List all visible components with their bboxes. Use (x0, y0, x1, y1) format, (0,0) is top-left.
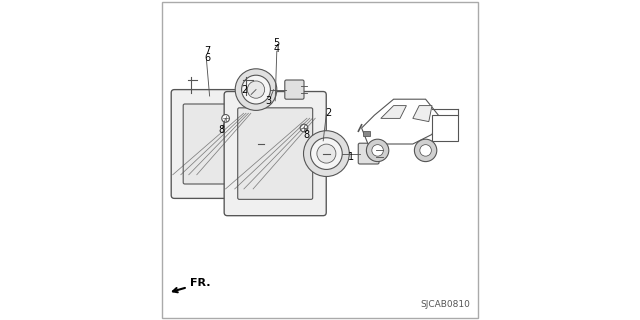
Circle shape (236, 69, 277, 110)
Circle shape (300, 124, 308, 132)
Circle shape (317, 144, 336, 163)
Text: 2: 2 (242, 84, 248, 95)
Polygon shape (413, 106, 432, 122)
Circle shape (248, 81, 265, 98)
Circle shape (222, 115, 230, 122)
Text: 2: 2 (325, 108, 331, 118)
Circle shape (372, 145, 383, 156)
Circle shape (415, 139, 436, 162)
FancyBboxPatch shape (183, 104, 249, 184)
Polygon shape (432, 115, 458, 141)
Text: 6: 6 (204, 52, 211, 63)
FancyBboxPatch shape (237, 108, 313, 199)
Circle shape (310, 138, 342, 170)
FancyBboxPatch shape (224, 92, 326, 216)
Circle shape (242, 75, 270, 104)
Text: 8: 8 (218, 124, 225, 135)
Circle shape (366, 139, 388, 162)
Circle shape (303, 131, 349, 177)
FancyBboxPatch shape (358, 143, 379, 164)
Polygon shape (362, 99, 438, 144)
Text: 8: 8 (303, 130, 309, 140)
Text: 1: 1 (348, 152, 355, 162)
Text: FR.: FR. (173, 278, 211, 292)
Text: 5: 5 (274, 38, 280, 48)
Text: 3: 3 (265, 96, 271, 106)
FancyBboxPatch shape (285, 80, 304, 99)
FancyBboxPatch shape (172, 90, 261, 198)
Circle shape (420, 145, 431, 156)
Text: 7: 7 (204, 46, 211, 56)
Bar (364, 131, 370, 136)
Text: SJCAB0810: SJCAB0810 (420, 300, 470, 309)
Text: 4: 4 (274, 44, 280, 54)
Polygon shape (381, 106, 406, 118)
